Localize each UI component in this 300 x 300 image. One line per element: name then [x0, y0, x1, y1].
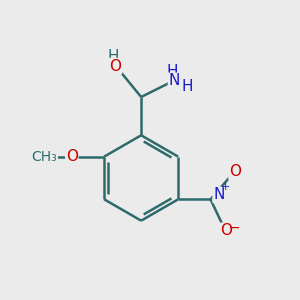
Text: O: O: [220, 223, 232, 238]
Text: H: H: [181, 79, 193, 94]
Text: −: −: [229, 221, 241, 235]
Text: H: H: [107, 49, 119, 64]
Text: N: N: [213, 188, 224, 202]
Text: O: O: [66, 149, 78, 164]
Text: O: O: [229, 164, 241, 179]
Text: H: H: [167, 64, 178, 79]
Text: CH₃: CH₃: [32, 150, 57, 164]
Text: N: N: [169, 73, 180, 88]
Text: O: O: [110, 58, 122, 74]
Text: +: +: [221, 182, 230, 192]
